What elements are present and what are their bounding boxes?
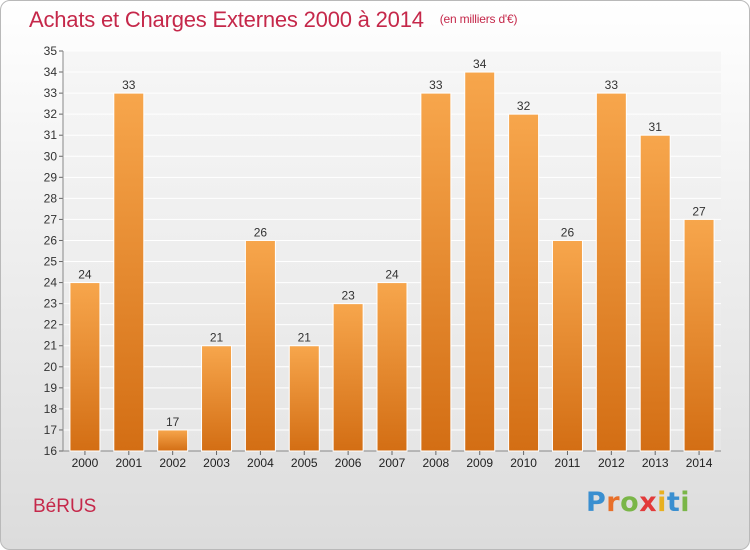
bar (595, 92, 627, 452)
x-tick-label: 2012 (598, 456, 625, 470)
y-tick-label: 17 (44, 423, 58, 437)
bar (551, 239, 583, 452)
y-tick-label: 19 (44, 381, 58, 395)
data-label: 33 (429, 78, 443, 92)
bar (288, 345, 320, 452)
bar (69, 282, 101, 452)
bar (508, 113, 540, 452)
data-label: 26 (561, 225, 575, 239)
bar (332, 303, 364, 452)
y-tick-label: 30 (44, 149, 58, 163)
y-tick-label: 27 (44, 212, 58, 226)
data-label: 21 (210, 331, 224, 345)
y-tick-label: 34 (44, 65, 58, 79)
chart-title: Achats et Charges Externes 2000 à 2014 (29, 7, 424, 32)
logo-letter: x (639, 487, 658, 518)
logo-letter: r (606, 487, 621, 518)
bar (464, 71, 496, 452)
bar (639, 134, 671, 452)
bar (113, 92, 145, 452)
bar (201, 345, 233, 452)
y-tick-label: 32 (44, 107, 58, 121)
y-tick-label: 29 (44, 170, 58, 184)
data-label: 34 (473, 57, 487, 71)
bar (244, 239, 276, 452)
x-tick-label: 2010 (510, 456, 537, 470)
data-label: 24 (385, 268, 399, 282)
x-tick-label: 2003 (203, 456, 230, 470)
x-tick-label: 2011 (555, 456, 581, 470)
y-tick-label: 18 (44, 402, 58, 416)
y-tick-label: 26 (44, 233, 58, 247)
y-tick-label: 35 (44, 44, 58, 58)
y-tick-label: 21 (44, 339, 58, 353)
y-tick-label: 24 (44, 276, 58, 290)
x-tick-label: 2014 (686, 456, 713, 470)
bar (420, 92, 452, 452)
x-tick-label: 2005 (291, 456, 318, 470)
y-tick-label: 16 (44, 444, 58, 458)
data-label: 21 (298, 331, 312, 345)
y-tick-label: 28 (44, 191, 58, 205)
data-label: 26 (254, 225, 268, 239)
bar (376, 282, 408, 452)
bar (683, 218, 715, 452)
data-label: 33 (122, 78, 136, 92)
logo-letter: P (586, 487, 607, 518)
x-tick-label: 2013 (642, 456, 669, 470)
logo-letter: o (620, 487, 640, 518)
data-label: 17 (166, 415, 180, 429)
data-label: 33 (605, 78, 619, 92)
logo-letter: i (680, 487, 691, 518)
x-tick-label: 2001 (115, 456, 142, 470)
logo-letter: i (657, 487, 667, 518)
logo-letter: t (666, 487, 681, 518)
x-tick-label: 2008 (423, 456, 450, 470)
y-tick-label: 31 (44, 128, 58, 142)
x-tick-label: 2007 (379, 456, 406, 470)
x-tick-label: 2006 (335, 456, 362, 470)
data-label: 23 (341, 289, 355, 303)
x-tick-label: 2000 (72, 456, 99, 470)
bar (157, 429, 189, 452)
data-label: 24 (78, 268, 92, 282)
y-tick-label: 25 (44, 255, 58, 269)
chart-unit: (en milliers d'€) (439, 12, 518, 26)
y-tick-label: 33 (44, 86, 58, 100)
page-title: Achats et Charges Externes 2000 à 2014 (… (29, 7, 517, 33)
x-tick-label: 2009 (466, 456, 493, 470)
y-tick-label: 23 (44, 297, 58, 311)
commune-name: BéRUS (33, 496, 97, 517)
data-label: 31 (649, 120, 663, 134)
x-tick-label: 2004 (247, 456, 274, 470)
data-label: 27 (692, 204, 706, 218)
y-tick-label: 22 (44, 318, 58, 332)
y-tick-label: 20 (44, 360, 58, 374)
x-tick-label: 2002 (159, 456, 186, 470)
proxiti-logo[interactable]: Proxiti (586, 487, 690, 518)
data-label: 32 (517, 99, 531, 113)
